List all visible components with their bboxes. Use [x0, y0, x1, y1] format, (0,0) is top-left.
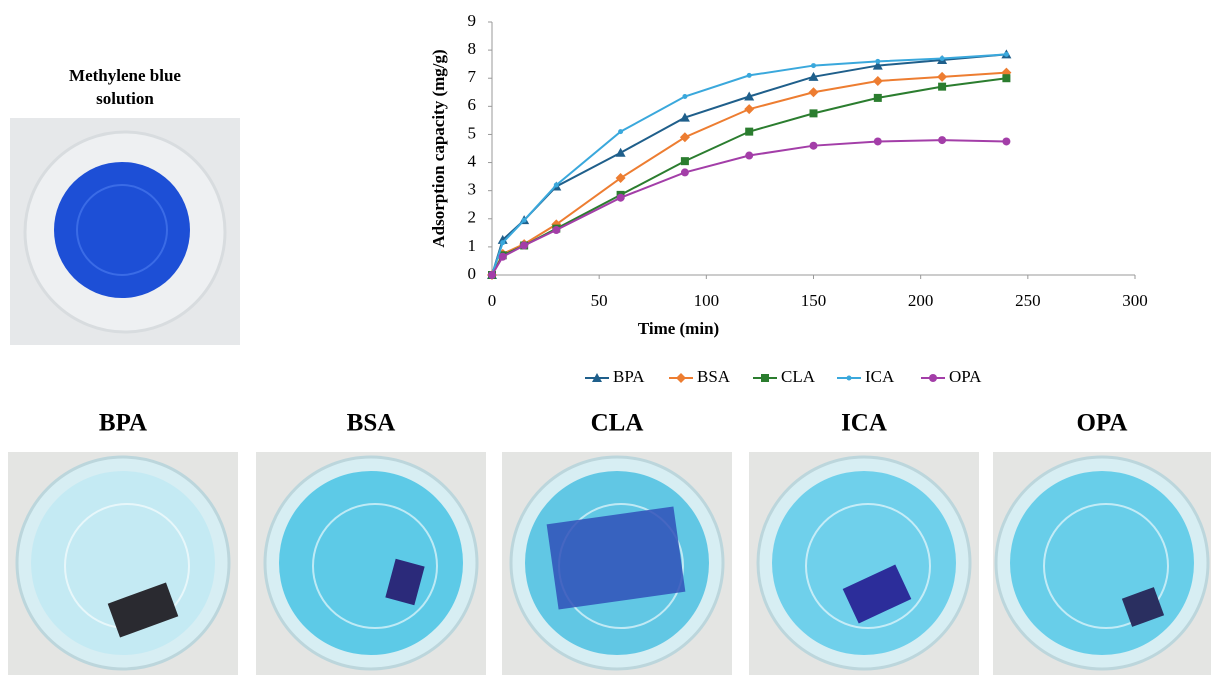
sample-label: ICA	[841, 410, 887, 437]
y-tick-label: 3	[468, 180, 477, 199]
marker	[745, 152, 753, 160]
legend-marker	[929, 374, 937, 382]
marker	[810, 142, 818, 150]
marker	[1004, 52, 1009, 57]
series-line	[492, 54, 1006, 275]
y-axis-label: Adsorption capacity (mg/g)	[429, 49, 448, 247]
marker	[682, 94, 687, 99]
marker	[874, 94, 882, 102]
marker	[500, 240, 505, 245]
sample-piece	[547, 507, 686, 610]
sample-label: BSA	[347, 410, 396, 437]
marker	[681, 157, 689, 165]
legend-marker	[761, 374, 769, 382]
marker	[1002, 74, 1010, 82]
marker	[618, 129, 623, 134]
marker	[522, 218, 527, 223]
series-line	[492, 140, 1006, 275]
x-axis-label: Time (min)	[638, 319, 719, 338]
marker	[810, 109, 818, 117]
y-tick-label: 0	[468, 264, 477, 283]
legend-label: BPA	[613, 367, 645, 386]
marker	[745, 128, 753, 136]
legend-label: BSA	[697, 367, 731, 386]
y-tick-label: 2	[468, 208, 477, 227]
marker	[1002, 137, 1010, 145]
series-line	[492, 54, 1006, 275]
legend-marker	[676, 373, 686, 383]
marker	[937, 72, 947, 82]
sample-label: OPA	[1077, 410, 1128, 437]
sample-photos	[8, 452, 1211, 675]
y-tick-label: 7	[468, 67, 477, 86]
y-tick-label: 1	[468, 236, 477, 255]
marker	[747, 73, 752, 78]
x-tick-label: 0	[488, 291, 497, 310]
legend-label: OPA	[949, 367, 982, 386]
legend-label: CLA	[781, 367, 816, 386]
marker	[680, 132, 690, 142]
sample-label: CLA	[591, 410, 644, 437]
y-tick-label: 9	[468, 11, 477, 30]
legend-marker	[847, 376, 852, 381]
marker	[554, 183, 559, 188]
marker	[875, 59, 880, 64]
page: BPA BSA CLA ICA OPA 0 1 2 3 4 5 6 7 8 9 0 50 100 150 200 250…	[0, 0, 1211, 675]
marker	[552, 226, 560, 234]
solution-photo	[10, 118, 240, 345]
marker	[520, 241, 528, 249]
marker	[873, 76, 883, 86]
marker	[811, 63, 816, 68]
y-tick-label: 8	[468, 39, 477, 58]
x-tick-label: 200	[908, 291, 934, 310]
marker	[809, 87, 819, 97]
marker	[617, 194, 625, 202]
sample-label: BPA	[99, 410, 147, 437]
y-tick-label: 6	[468, 95, 477, 114]
x-tick-label: 300	[1122, 291, 1148, 310]
solution-caption: Methylene blue solution	[45, 64, 205, 110]
y-tick-label: 4	[468, 151, 477, 170]
marker	[744, 104, 754, 114]
marker	[938, 136, 946, 144]
marker	[616, 148, 626, 157]
x-tick-label: 100	[694, 291, 720, 310]
x-tick-label: 50	[591, 291, 608, 310]
x-tick-label: 250	[1015, 291, 1041, 310]
marker	[874, 137, 882, 145]
legend-label: ICA	[865, 367, 895, 386]
marker	[681, 168, 689, 176]
y-tick-label: 5	[468, 123, 477, 142]
marker	[940, 56, 945, 61]
marker	[938, 83, 946, 91]
marker	[488, 271, 496, 279]
x-tick-label: 150	[801, 291, 827, 310]
marker	[499, 253, 507, 261]
